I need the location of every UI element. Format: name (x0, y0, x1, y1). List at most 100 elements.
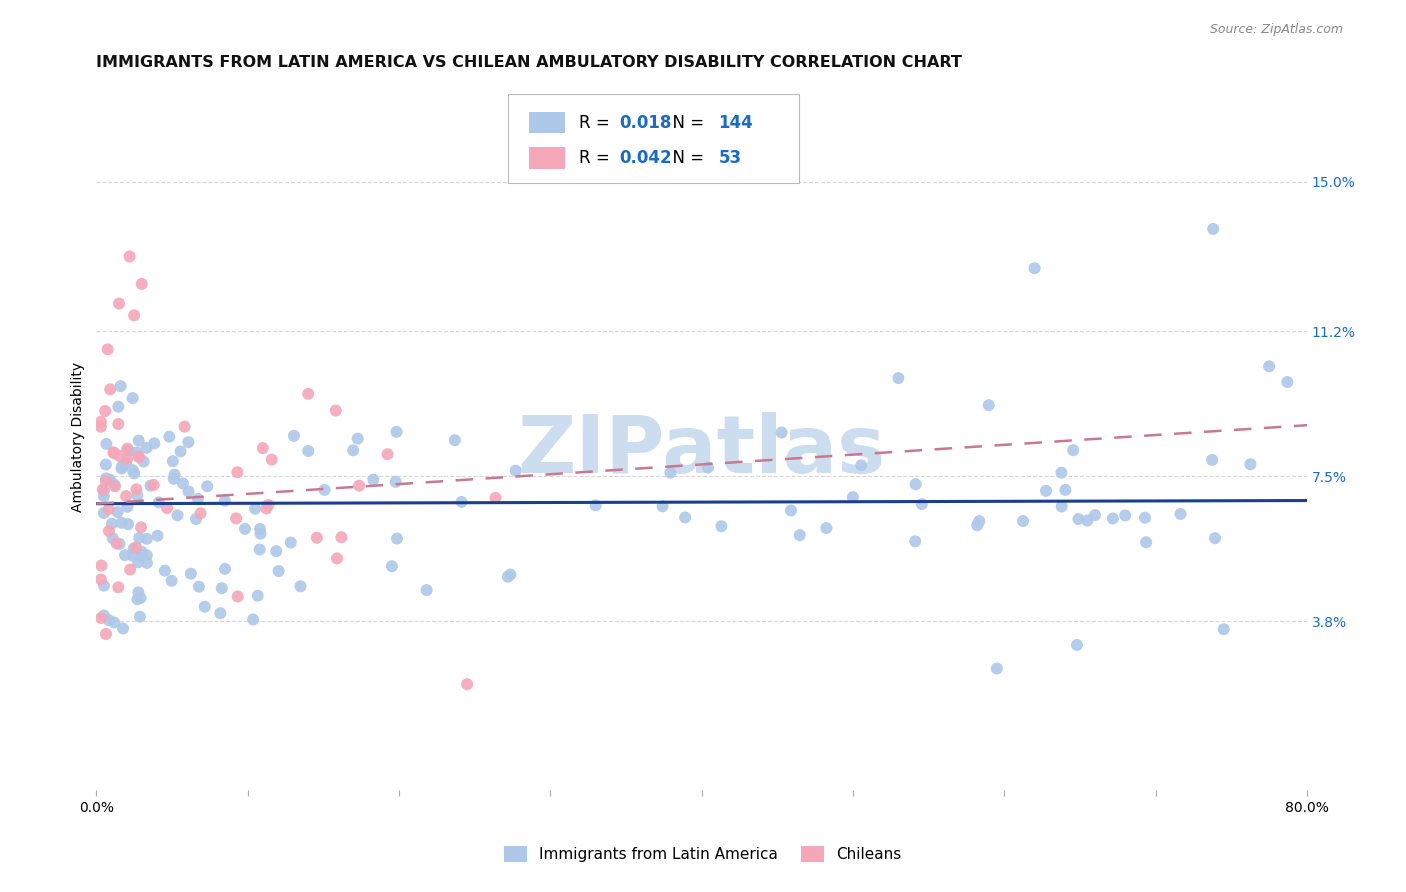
Point (131, 544, 153, 558)
Point (1050, 466, 1073, 480)
Point (121, 463, 143, 477)
Point (187, 491, 209, 506)
Point (710, 519, 733, 533)
Point (118, 443, 141, 458)
Point (121, 391, 143, 405)
Text: IMMIGRANTS FROM LATIN AMERICA VS CHILEAN AMBULATORY DISABILITY CORRELATION CHART: IMMIGRANTS FROM LATIN AMERICA VS CHILEAN… (97, 55, 962, 70)
Point (249, 522, 271, 536)
Point (93, 483, 115, 498)
Point (911, 497, 934, 511)
Point (450, 495, 472, 509)
Point (1135, 535, 1157, 549)
Point (127, 585, 149, 599)
Point (415, 583, 437, 598)
Point (122, 309, 145, 323)
Text: 0.042: 0.042 (620, 149, 672, 167)
Point (131, 549, 153, 563)
Point (94, 627, 117, 641)
Point (226, 590, 249, 604)
Point (260, 452, 283, 467)
Point (128, 450, 150, 464)
Point (101, 531, 124, 545)
Point (112, 622, 135, 636)
Point (770, 425, 793, 440)
Point (969, 514, 991, 528)
Point (97, 613, 120, 627)
Point (297, 386, 319, 401)
Point (105, 536, 128, 550)
Text: ZIPatlas: ZIPatlas (517, 412, 886, 490)
Point (290, 579, 312, 593)
Point (166, 508, 188, 523)
Point (254, 501, 277, 516)
Point (114, 548, 136, 562)
Point (125, 483, 148, 497)
Point (120, 562, 142, 576)
Point (1102, 511, 1125, 525)
Point (96, 437, 118, 451)
Point (125, 445, 148, 459)
Point (110, 516, 132, 530)
Point (162, 454, 184, 468)
Point (94, 474, 117, 488)
Point (1050, 500, 1073, 514)
Point (94, 458, 117, 472)
Point (1035, 483, 1057, 498)
Point (252, 441, 274, 455)
Point (194, 599, 217, 614)
Point (103, 445, 125, 459)
Legend: Immigrants from Latin America, Chileans: Immigrants from Latin America, Chileans (498, 840, 908, 868)
Point (209, 606, 232, 620)
Point (135, 532, 157, 546)
Point (117, 442, 139, 457)
Point (257, 498, 280, 512)
Text: Source: ZipAtlas.com: Source: ZipAtlas.com (1209, 23, 1343, 37)
Point (127, 488, 149, 502)
Point (142, 478, 165, 492)
Text: N =: N = (662, 149, 709, 167)
Point (342, 443, 364, 458)
Point (177, 435, 200, 450)
Point (211, 581, 233, 595)
Point (163, 472, 186, 486)
Text: 53: 53 (718, 149, 742, 167)
Point (385, 532, 408, 546)
Point (214, 493, 236, 508)
Point (157, 429, 180, 443)
Point (697, 460, 720, 475)
Point (242, 612, 264, 626)
Point (180, 566, 202, 581)
Point (160, 574, 183, 588)
Point (104, 478, 127, 492)
FancyBboxPatch shape (508, 95, 799, 183)
Point (148, 495, 170, 509)
Point (246, 589, 269, 603)
Point (249, 526, 271, 541)
Point (305, 531, 328, 545)
Point (128, 450, 150, 464)
Point (97, 524, 120, 538)
Point (115, 456, 138, 470)
Point (146, 529, 169, 543)
Point (977, 398, 1000, 412)
Point (117, 442, 139, 456)
Point (125, 541, 148, 555)
Point (94, 471, 117, 485)
Y-axis label: Ambulatory Disability: Ambulatory Disability (72, 362, 86, 512)
Point (107, 400, 129, 414)
Point (108, 537, 131, 551)
Point (904, 477, 927, 491)
Point (122, 541, 145, 556)
Point (887, 371, 910, 385)
Point (177, 484, 200, 499)
Point (1277, 375, 1299, 389)
Point (107, 580, 129, 594)
Point (195, 479, 218, 493)
Point (172, 476, 194, 491)
Point (484, 491, 506, 505)
Point (443, 433, 465, 447)
Point (108, 449, 131, 463)
Point (132, 455, 155, 469)
Point (173, 419, 195, 434)
Point (243, 501, 266, 516)
